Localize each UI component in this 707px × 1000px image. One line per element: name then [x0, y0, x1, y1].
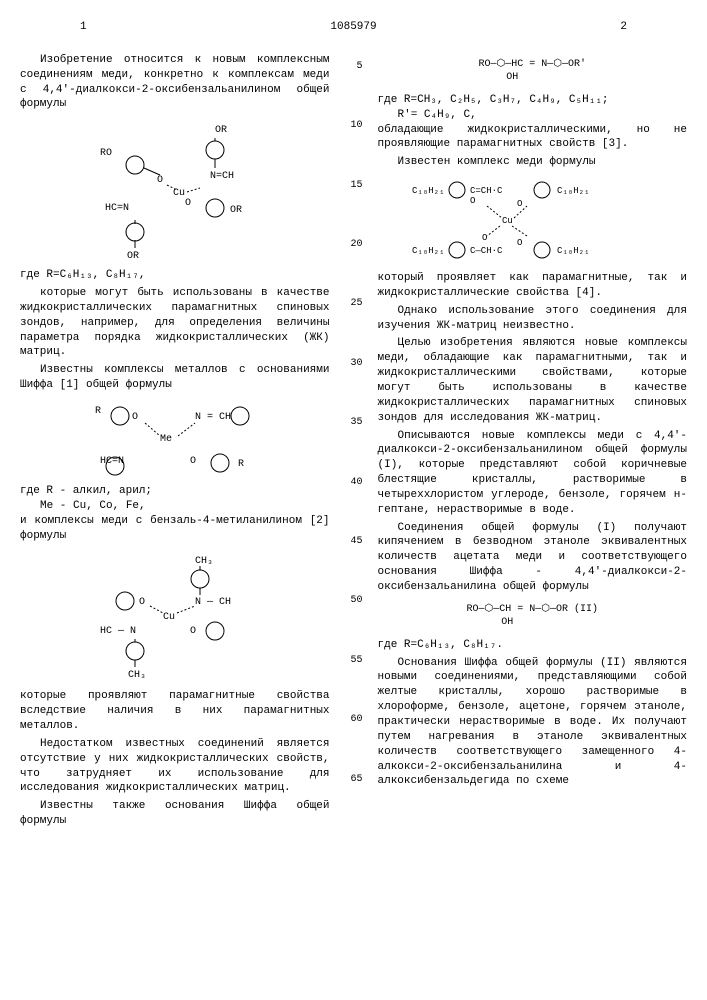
formula-4: RO—⬡—HC = N—⬡—OR' OH: [378, 58, 688, 85]
line-num: 15: [345, 179, 363, 238]
formula-3: CH₃ N — CH O Cu HC — N O CH₃: [20, 551, 330, 681]
svg-text:O: O: [139, 597, 145, 608]
svg-text:C=CH·C: C=CH·C: [470, 186, 503, 196]
right-column: RO—⬡—HC = N—⬡—OR' OH где R=CH₃, C₂H₅, C₃…: [378, 50, 688, 832]
svg-text:OR: OR: [215, 125, 227, 136]
line-num: 45: [345, 535, 363, 594]
formula-6-sub: OH: [328, 616, 688, 630]
formula-6: RO—⬡—CH = N—⬡—OR (II) OH: [378, 603, 688, 630]
intro-paragraph: Изобретение относится к новым комплексны…: [20, 53, 330, 112]
svg-text:O: O: [185, 198, 191, 209]
formula-5: C₁₀H₂₁ C=CH·C O C₁₀H₂₁ O Cu O C₁₀H₂₁ C—C…: [378, 178, 688, 263]
svg-text:O: O: [517, 238, 522, 248]
svg-text:N — CH: N — CH: [195, 597, 231, 608]
both-properties: который проявляет как парамагнитные, так…: [378, 271, 688, 301]
svg-text:RO: RO: [100, 148, 112, 159]
invention-goal: Целью изобретения являются новые комплек…: [378, 336, 688, 425]
svg-text:Me: Me: [160, 434, 172, 445]
formula-1-label: где R=C₆H₁₃, C₈H₁₇,: [20, 268, 330, 283]
known-complex: Известен комплекс меди формулы: [378, 155, 688, 170]
svg-text:Cu: Cu: [502, 216, 513, 226]
svg-text:OR: OR: [127, 251, 139, 260]
formula-2: R O N = CH Me HC=N O R: [20, 401, 330, 476]
line-num: 10: [345, 119, 363, 178]
prior-art-1: Известны комплексы металлов с основаниям…: [20, 363, 330, 393]
svg-text:O: O: [132, 412, 138, 423]
structure-diagram-1: OR RO N=CH O Cu O OR HC=N OR: [85, 120, 265, 260]
paramagnetic-props: которые проявляют парамагнитные свойства…: [20, 689, 330, 734]
doc-number: 1085979: [330, 20, 376, 35]
formula-4-label-b: R'= C₄H₉, C,: [378, 108, 688, 123]
line-numbers-gutter: 5 10 15 20 25 30 35 40 45 50 55 60 65: [345, 50, 363, 832]
structure-diagram-3: CH₃ N — CH O Cu HC — N O CH₃: [95, 551, 255, 681]
svg-text:C₁₀H₂₁: C₁₀H₂₁: [557, 246, 589, 256]
formula-2-label-b: Me - Cu, Co, Fe,: [20, 499, 330, 514]
left-column: Изобретение относится к новым комплексны…: [20, 50, 330, 832]
line-num: 55: [345, 654, 363, 713]
line-num: 35: [345, 416, 363, 475]
schiff-bases-known: Известны также основания Шиффа общей фор…: [20, 799, 330, 829]
usage-paragraph: которые могут быть использованы в качест…: [20, 286, 330, 360]
svg-text:Cu: Cu: [163, 612, 175, 623]
page-num-left: 1: [80, 20, 87, 35]
line-num: 60: [345, 713, 363, 772]
two-column-layout: Изобретение относится к новым комплексны…: [20, 50, 687, 832]
svg-text:O: O: [482, 233, 487, 243]
svg-text:Cu: Cu: [173, 188, 185, 199]
svg-text:HC — N: HC — N: [100, 626, 136, 637]
preparation-method: Соединения общей формулы (I) получают ки…: [378, 521, 688, 595]
svg-text:O: O: [190, 626, 196, 637]
svg-text:O: O: [470, 196, 475, 206]
formula-1: OR RO N=CH O Cu O OR HC=N OR: [20, 120, 330, 260]
svg-text:HC=N: HC=N: [105, 203, 129, 214]
formula-4-label-a: где R=CH₃, C₂H₅, C₃H₇, C₄H₉, C₅H₁₁;: [378, 93, 688, 108]
line-num: 30: [345, 357, 363, 416]
svg-text:CH₃: CH₃: [195, 556, 213, 567]
formula-4-sub: OH: [338, 71, 688, 85]
svg-text:C—CH·C: C—CH·C: [470, 246, 503, 256]
svg-text:O: O: [517, 199, 522, 209]
line-num: 5: [345, 60, 363, 119]
drawback-paragraph: Недостатком известных соединений являетс…: [20, 737, 330, 796]
line-num: 25: [345, 297, 363, 356]
svg-text:CH₃: CH₃: [128, 670, 146, 681]
formula-2-label-a: где R - алкил, арил;: [20, 484, 330, 499]
formula-6-line1: RO—⬡—CH = N—⬡—OR (II): [378, 603, 688, 617]
svg-text:N = CH: N = CH: [195, 412, 231, 423]
formula-4-line1: RO—⬡—HC = N—⬡—OR': [378, 58, 688, 72]
line-num: 65: [345, 773, 363, 832]
structure-diagram-5: C₁₀H₂₁ C=CH·C O C₁₀H₂₁ O Cu O C₁₀H₂₁ C—C…: [412, 178, 652, 263]
svg-text:O: O: [190, 456, 196, 467]
svg-text:R: R: [95, 406, 101, 417]
prior-art-2: и комплексы меди с бензаль-4-метиланилин…: [20, 514, 330, 544]
page-header: 1 1085979 2: [20, 20, 687, 35]
schiff-bases-ii: Основания Шиффа общей формулы (II) являю…: [378, 656, 688, 790]
page-num-right: 2: [620, 20, 627, 35]
line-num: 40: [345, 476, 363, 535]
svg-text:C₁₀H₂₁: C₁₀H₂₁: [557, 186, 589, 196]
unknown-use: Однако использование этого соединения дл…: [378, 304, 688, 334]
svg-text:C₁₀H₂₁: C₁₀H₂₁: [412, 186, 444, 196]
svg-text:N=CH: N=CH: [210, 171, 234, 182]
svg-text:C₁₀H₂₁: C₁₀H₂₁: [412, 246, 444, 256]
structure-diagram-2: R O N = CH Me HC=N O R: [90, 401, 260, 476]
svg-text:OR: OR: [230, 205, 242, 216]
line-num: 20: [345, 238, 363, 297]
formula-6-label: где R=C₆H₁₃, C₈H₁₇.: [378, 638, 688, 653]
svg-text:O: O: [157, 175, 163, 186]
lc-properties: обладающие жидкокристаллическими, но не …: [378, 123, 688, 153]
svg-text:R: R: [238, 459, 244, 470]
new-complexes-desc: Описываются новые комплексы меди с 4,4'-…: [378, 429, 688, 518]
